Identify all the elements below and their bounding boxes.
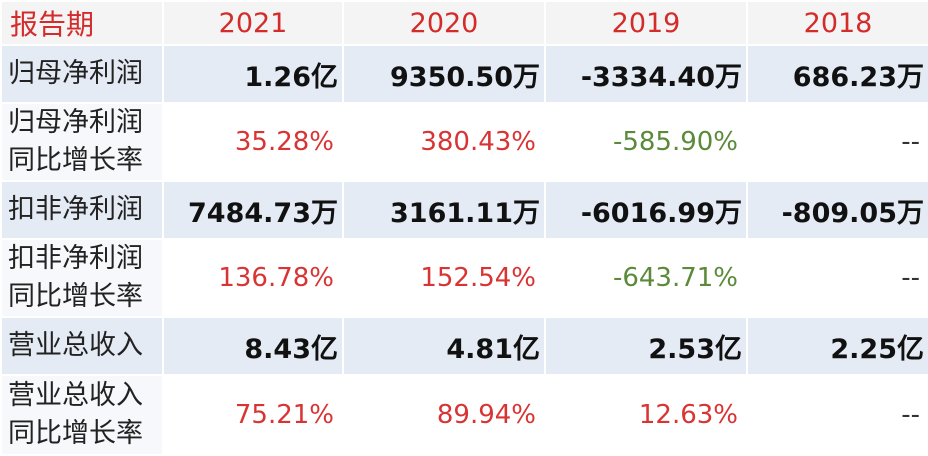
table-cell: 136.78% [162,238,344,318]
table-row: 扣非净利润 同比增长率 136.78% 152.54% -643.71% -- [0,238,928,318]
row-label-deducted-profit: 扣非净利润 [0,180,164,240]
table-cell: 152.54% [342,238,546,318]
table-cell: 75.21% [162,374,344,456]
row-label-line: 同比增长率 [8,281,143,312]
row-label-line: 扣非净利润 [8,194,143,225]
row-label-line: 营业总收入 [8,330,143,361]
table-cell: -643.71% [544,238,748,318]
header-period-label: 报告期 [0,0,164,46]
table-cell: 8.43亿 [162,316,344,376]
table-row: 营业总收入 8.43亿 4.81亿 2.53亿 2.25亿 [0,316,928,376]
row-label-revenue-growth: 营业总收入 同比增长率 [0,374,164,456]
table-cell: 12.63% [544,374,748,456]
table-cell: 1.26亿 [162,44,344,104]
table-cell: 3161.11万 [342,180,546,240]
table-cell: -3334.40万 [544,44,748,104]
table-cell: 2.25亿 [746,316,928,376]
header-year-2020: 2020 [342,0,546,46]
row-label-line: 营业总收入 [8,380,143,411]
row-label-line: 归母净利润 [8,107,143,138]
table-row: 归母净利润 同比增长率 35.28% 380.43% -585.90% -- [0,102,928,182]
row-label-net-profit-growth: 归母净利润 同比增长率 [0,102,164,182]
table-cell: 35.28% [162,102,344,182]
table-cell: -- [746,238,928,318]
table-cell: -- [746,374,928,456]
row-label-net-profit: 归母净利润 [0,44,164,104]
table-cell: 9350.50万 [342,44,546,104]
table-cell: 2.53亿 [544,316,748,376]
row-label-line: 扣非净利润 [8,243,143,274]
table-cell: 7484.73万 [162,180,344,240]
row-label-line: 归母净利润 [8,58,143,89]
table-cell: 4.81亿 [342,316,546,376]
table-cell: -809.05万 [746,180,928,240]
table-cell: -585.90% [544,102,748,182]
table-row: 营业总收入 同比增长率 75.21% 89.94% 12.63% -- [0,374,928,456]
table-cell: 89.94% [342,374,546,456]
table-row: 扣非净利润 7484.73万 3161.11万 -6016.99万 -809.0… [0,180,928,240]
row-label-line: 同比增长率 [8,145,143,176]
header-row: 报告期 2021 2020 2019 2018 [0,0,928,46]
table-row: 归母净利润 1.26亿 9350.50万 -3334.40万 686.23万 [0,44,928,104]
table-cell: 686.23万 [746,44,928,104]
header-year-2019: 2019 [544,0,748,46]
row-label-revenue: 营业总收入 [0,316,164,376]
row-label-line: 同比增长率 [8,418,143,449]
table-cell: 380.43% [342,102,546,182]
row-label-deducted-profit-growth: 扣非净利润 同比增长率 [0,238,164,318]
table-cell: -- [746,102,928,182]
header-year-2021: 2021 [162,0,344,46]
header-year-2018: 2018 [746,0,928,46]
table-cell: -6016.99万 [544,180,748,240]
